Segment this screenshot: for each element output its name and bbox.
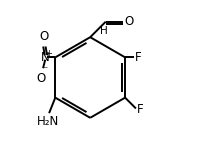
Text: O: O [125, 15, 134, 28]
Text: ⁻: ⁻ [42, 66, 48, 76]
Text: F: F [137, 103, 143, 116]
Text: H: H [100, 26, 108, 36]
Text: H₂N: H₂N [37, 115, 60, 128]
Text: O: O [36, 72, 46, 85]
Text: N: N [41, 51, 50, 64]
Text: O: O [39, 30, 48, 43]
Text: +: + [45, 49, 52, 58]
Text: F: F [135, 51, 141, 64]
